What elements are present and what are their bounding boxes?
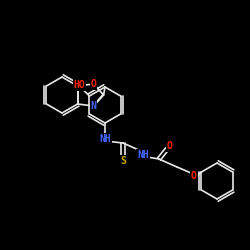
Text: O: O (91, 79, 96, 89)
Text: N: N (91, 101, 96, 111)
Text: NH: NH (99, 134, 111, 144)
Text: NH: NH (137, 150, 149, 160)
Text: O: O (191, 171, 197, 181)
Text: S: S (120, 156, 126, 166)
Text: HO: HO (74, 80, 85, 90)
Text: O: O (167, 141, 173, 151)
